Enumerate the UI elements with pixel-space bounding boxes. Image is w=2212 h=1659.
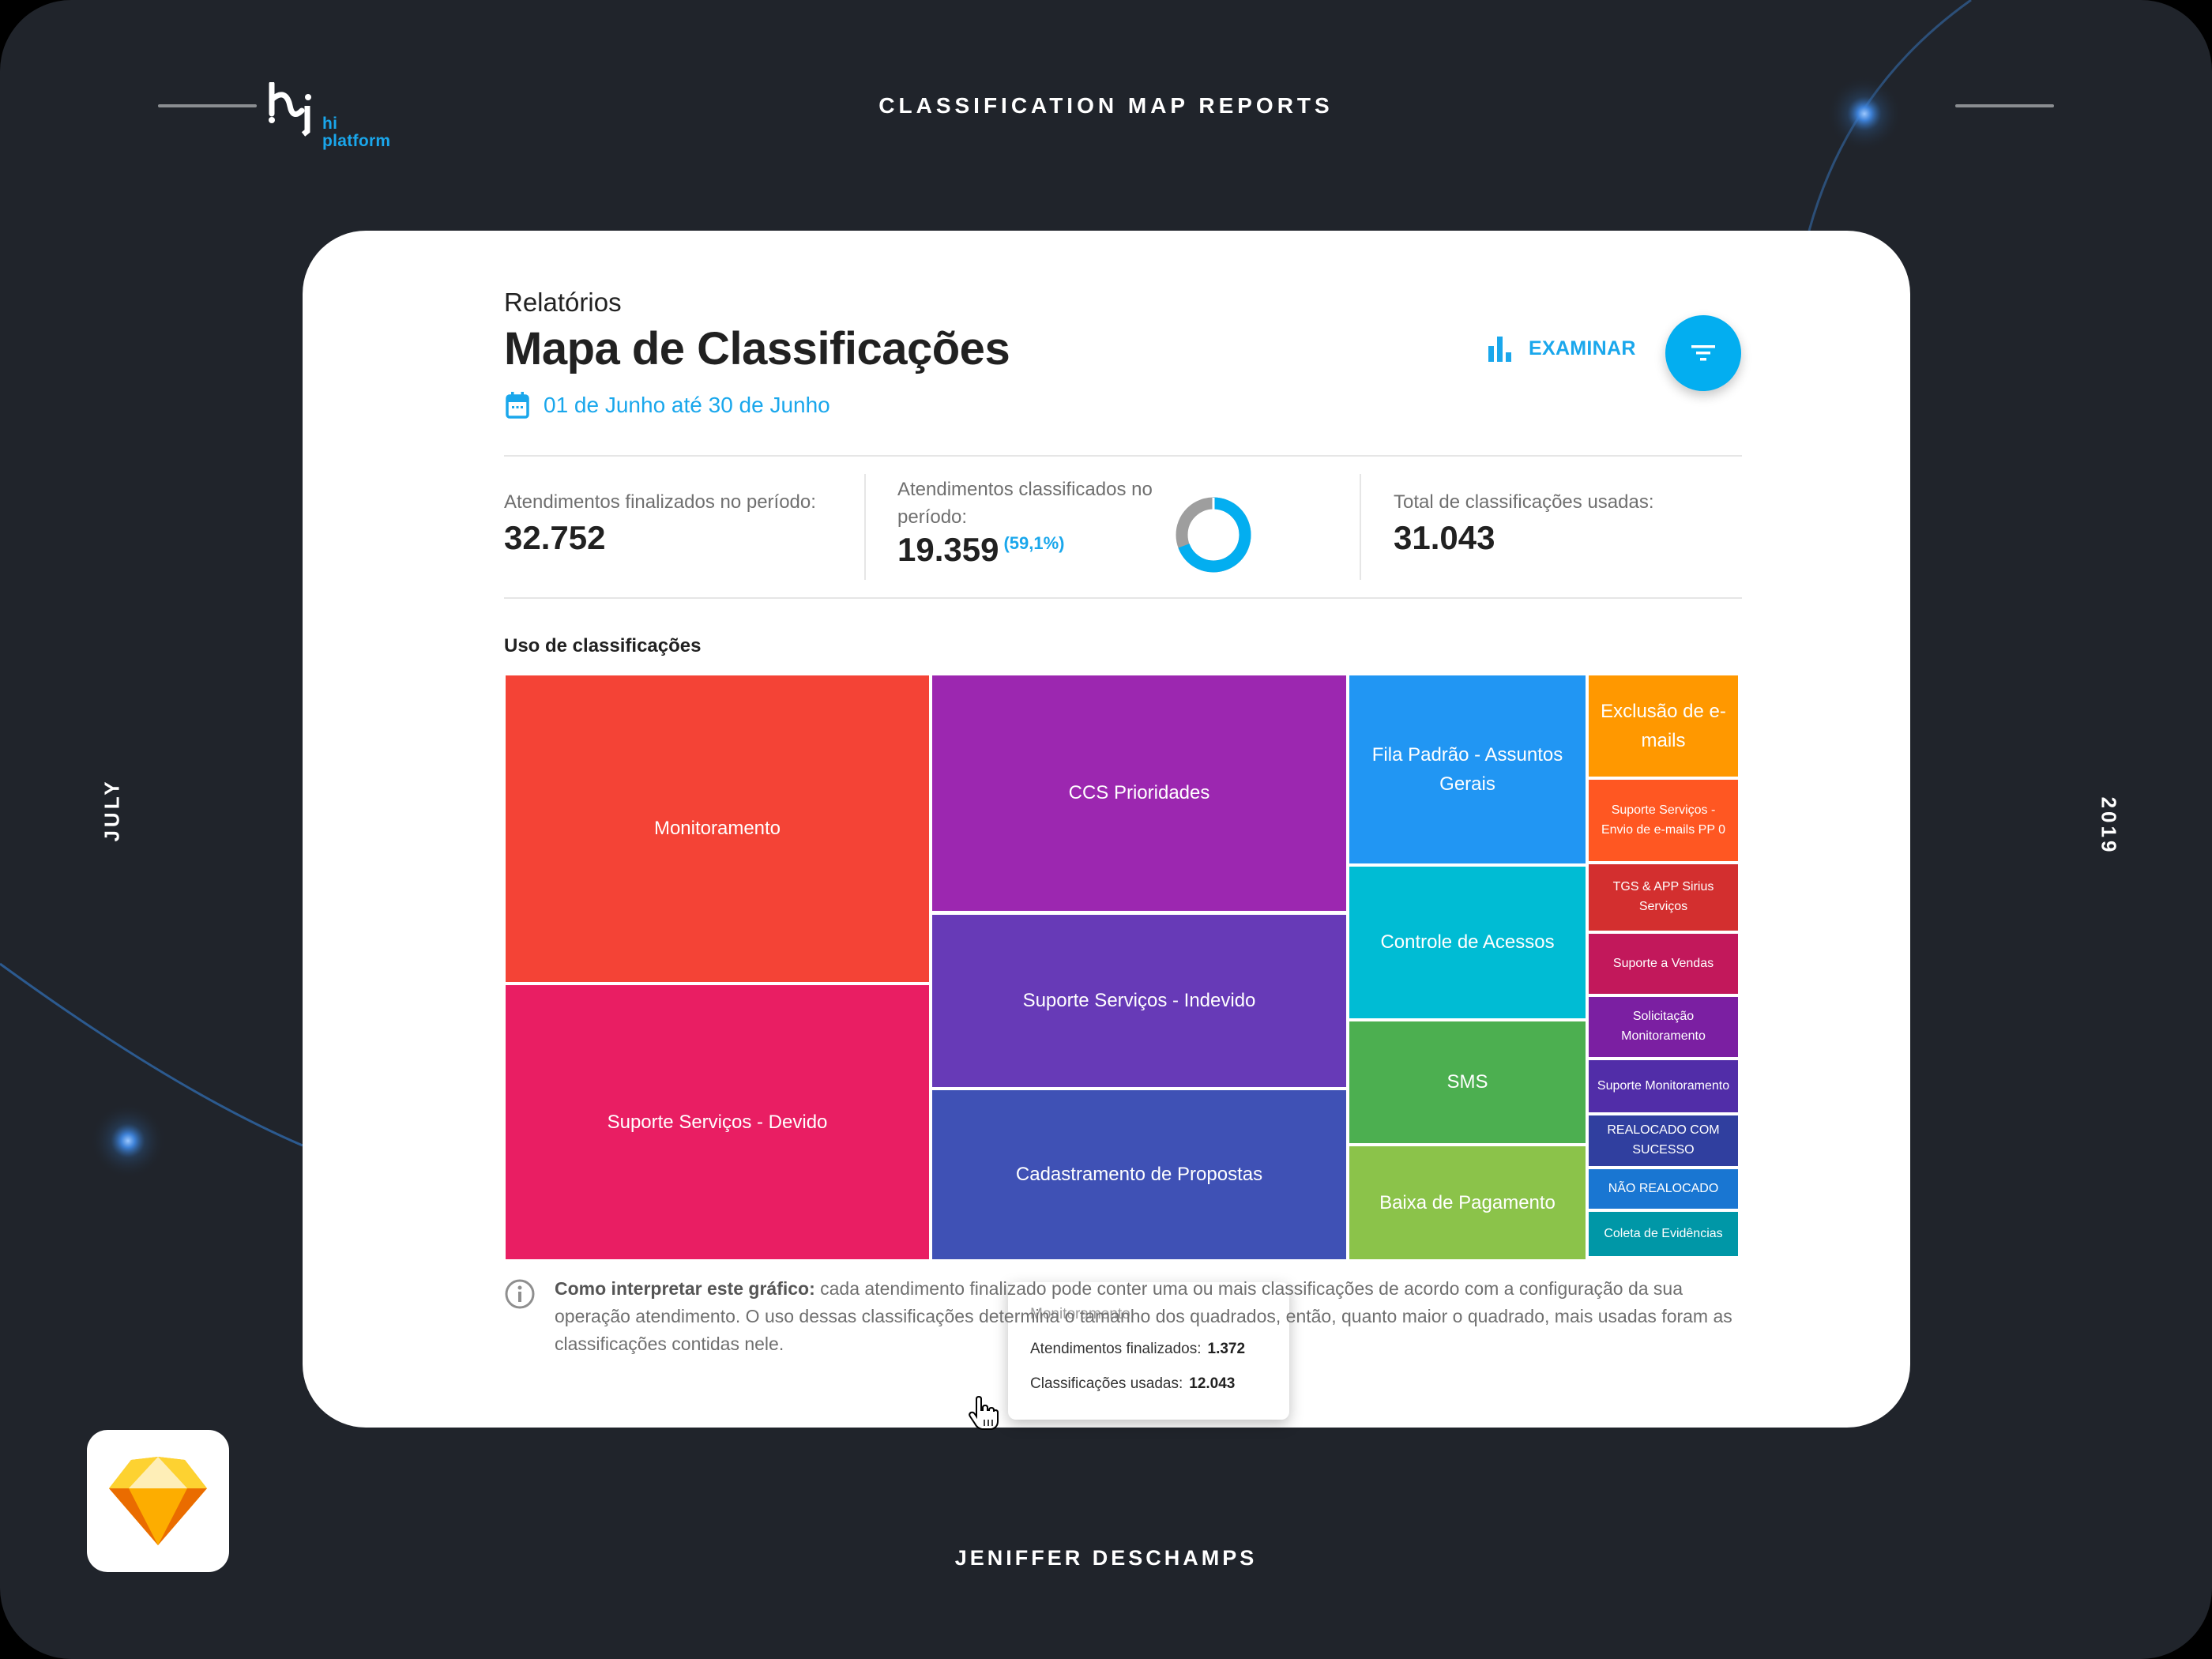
info-icon — [505, 1279, 535, 1309]
calendar-icon — [506, 392, 529, 419]
breadcrumb: Relatórios — [504, 288, 622, 317]
treemap-tile[interactable]: TGS & APP Sirius Serviços — [1589, 864, 1738, 931]
stat-label: Total de classificações usadas: — [1394, 491, 1654, 513]
treemap-title: Uso de classificações — [504, 635, 702, 656]
stat-value-row: 19.359 (59,1%) — [897, 531, 1166, 569]
stat-label: Atendimentos finalizados no período: — [504, 491, 816, 513]
report-card: Relatórios Mapa de Classificações 01 de … — [303, 231, 1910, 1430]
treemap-tile[interactable]: Controle de Acessos — [1349, 867, 1586, 1018]
treemap-tooltip: Monitoramento Atendimentos finalizados: 1… — [1008, 1282, 1289, 1420]
treemap-tile[interactable]: Monitoramento — [506, 675, 929, 982]
examinar-label: EXAMINAR — [1529, 337, 1636, 359]
treemap-tile[interactable]: Exclusão de e-mails — [1589, 675, 1738, 777]
treemap-tile[interactable]: Solicitação Monitoramento — [1589, 997, 1738, 1057]
treemap-tile[interactable]: NÃO REALOCADO — [1589, 1169, 1738, 1209]
month-label: JULY — [100, 778, 124, 842]
stat-finalized: Atendimentos finalizados no período: 32.… — [504, 488, 816, 557]
stat-total-used: Total de classificações usadas: 31.043 — [1394, 488, 1654, 557]
sketch-app-badge — [87, 1430, 229, 1572]
help-text: Como interpretar este gráfico: cada aten… — [555, 1278, 1732, 1354]
bar-chart-icon — [1488, 337, 1511, 362]
date-range-text: 01 de Junho até 30 de Junho — [544, 393, 830, 417]
tooltip-row-used: Classificações usadas: 12.043 — [1030, 1375, 1236, 1392]
hand-pointer-cursor-icon — [969, 1396, 999, 1430]
hi-logo-mark-icon — [269, 82, 311, 137]
filter-button[interactable] — [1665, 315, 1741, 391]
header-divider — [504, 455, 1742, 457]
chart-help-note: Como interpretar este gráfico: cada aten… — [504, 1275, 1744, 1358]
page-title: Mapa de Classificações — [504, 323, 1010, 374]
treemap-tile[interactable]: Suporte Serviços - Envio de e-mails PP 0 — [1589, 780, 1738, 861]
examinar-button[interactable]: EXAMINAR — [1488, 335, 1636, 362]
tooltip-row-finalized: Atendimentos finalizados: 1.372 — [1030, 1341, 1246, 1357]
stat-percent: (59,1%) — [1003, 533, 1065, 553]
treemap-tile[interactable]: Cadastramento de Propostas — [932, 1090, 1346, 1259]
stat-value: 31.043 — [1394, 519, 1495, 556]
header-rule-left — [158, 104, 257, 107]
presentation-title: CLASSIFICATION MAP REPORTS — [878, 93, 1334, 118]
classified-donut-chart — [1176, 497, 1251, 573]
treemap-tile[interactable]: Fila Padrão - Assuntos Gerais — [1349, 675, 1586, 863]
date-range-picker[interactable]: 01 de Junho até 30 de Junho — [506, 392, 830, 419]
stat-classified: Atendimentos classificados no período: 1… — [897, 476, 1166, 569]
treemap-tile[interactable]: Suporte Serviços - Indevido — [932, 915, 1346, 1087]
stats-divider — [504, 597, 1742, 599]
filter-icon — [1691, 345, 1715, 361]
logo-wordmark: hi platform — [322, 115, 391, 150]
stat-value: 32.752 — [504, 519, 606, 556]
treemap-tile[interactable]: Baixa de Pagamento — [1349, 1146, 1586, 1259]
hi-platform-logo: hi platform — [267, 82, 390, 150]
treemap-tile[interactable]: Suporte Serviços - Devido — [506, 985, 929, 1259]
treemap-tile[interactable]: CCS Prioridades — [932, 675, 1346, 911]
treemap-tile[interactable]: Suporte a Vendas — [1589, 934, 1738, 994]
stat-separator — [864, 474, 866, 580]
header-rule-right — [1955, 104, 2054, 107]
treemap-tile[interactable]: Coleta de Evidências — [1589, 1212, 1738, 1256]
classification-treemap: Monitoramento Suporte Serviços - Devido … — [506, 675, 1738, 1430]
stat-separator — [1360, 474, 1361, 580]
treemap-tile[interactable]: SMS — [1349, 1021, 1586, 1143]
treemap-tile[interactable]: REALOCADO COM SUCESSO — [1589, 1115, 1738, 1166]
treemap-tile[interactable]: Suporte Monitoramento — [1589, 1060, 1738, 1112]
stat-label: Atendimentos classificados no período: — [897, 479, 1153, 528]
stat-value: 19.359 — [897, 531, 999, 568]
year-label: 2019 — [2097, 796, 2121, 856]
author-name: JENIFFER DESCHAMPS — [954, 1546, 1258, 1570]
sketch-diamond-icon — [109, 1457, 207, 1545]
tooltip-title: Monitoramento — [1030, 1306, 1130, 1322]
